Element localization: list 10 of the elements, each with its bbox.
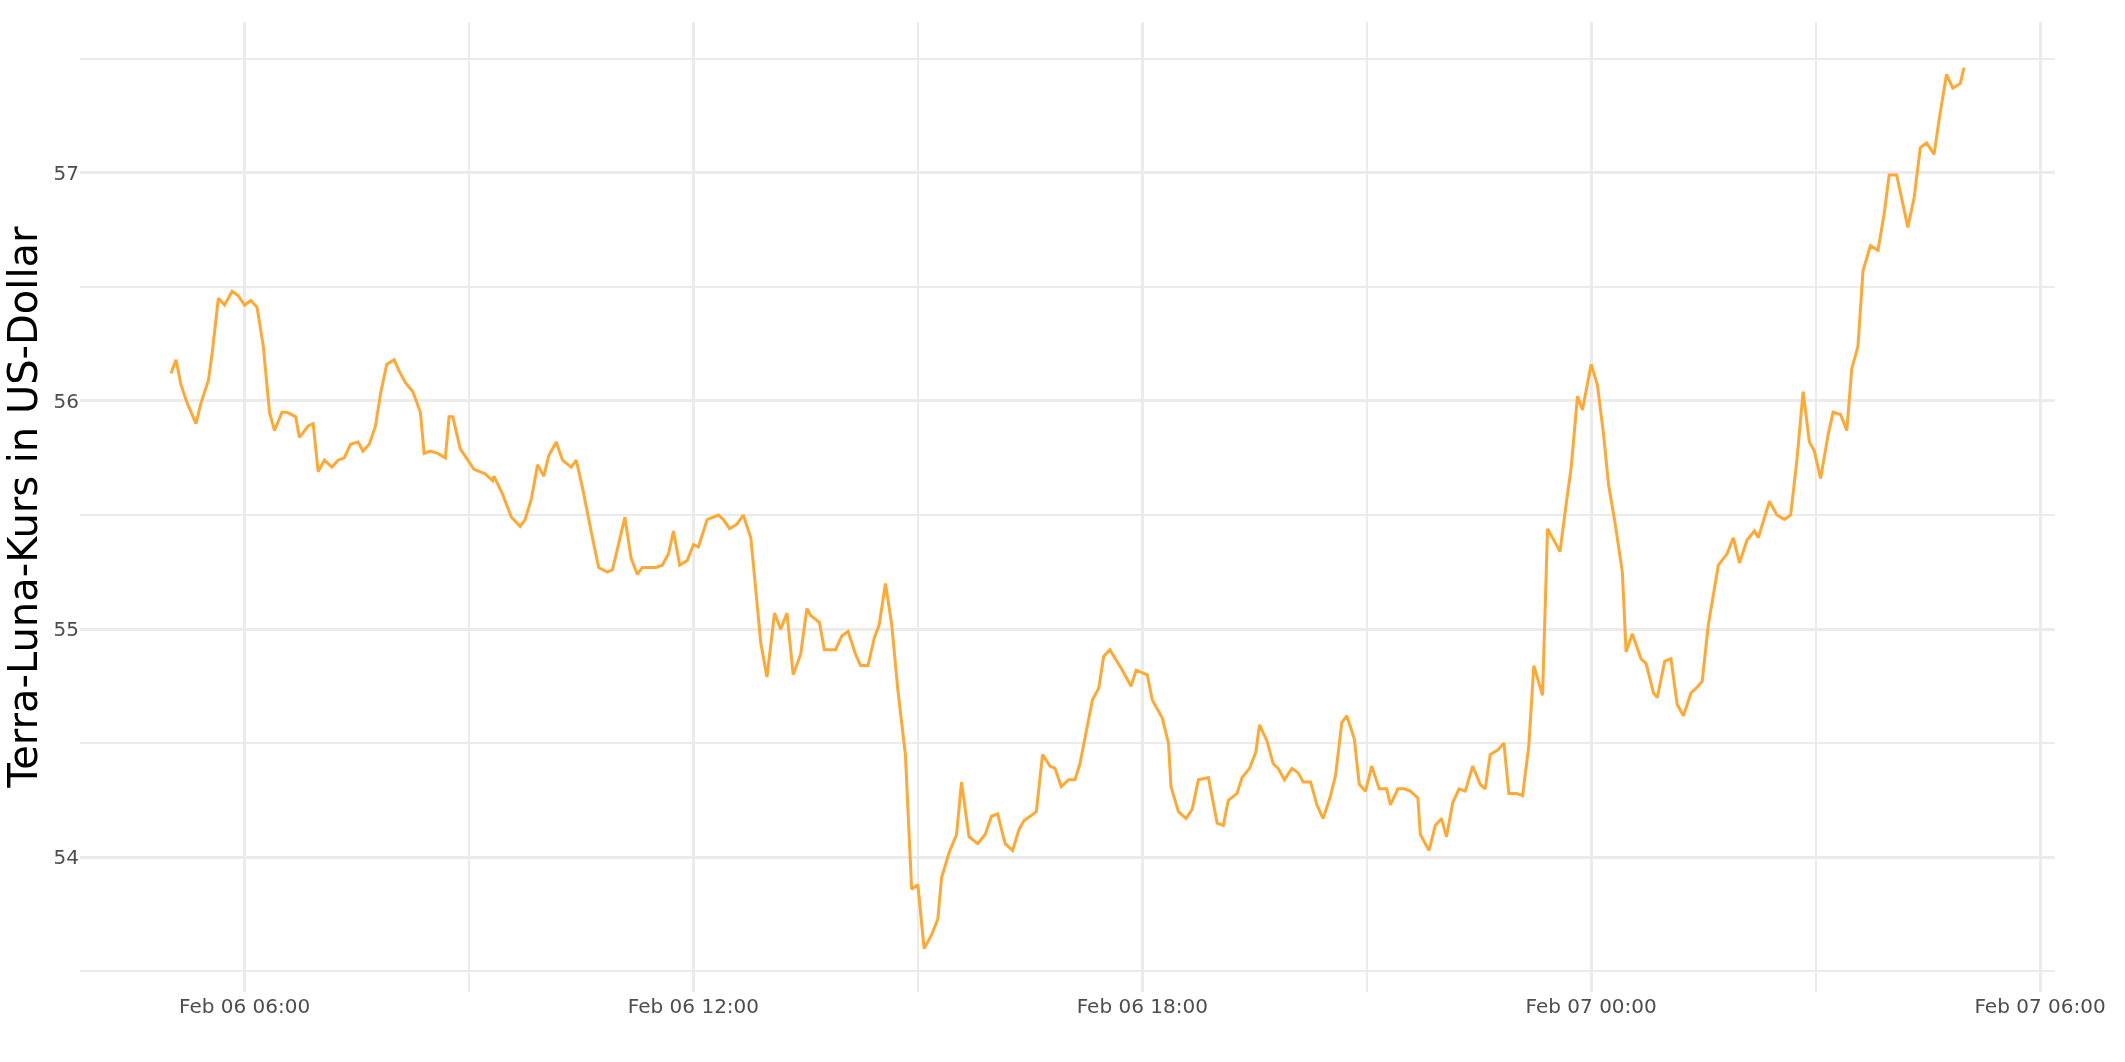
y-tick-label: 55 — [53, 617, 79, 642]
y-tick-label: 57 — [53, 160, 79, 185]
y-tick-label: 54 — [53, 845, 79, 870]
x-tick-label: Feb 06 18:00 — [1076, 994, 1208, 1018]
x-tick-label: Feb 07 00:00 — [1525, 994, 1657, 1018]
y-tick-label: 56 — [53, 388, 79, 413]
x-tick-label: Feb 07 06:00 — [1974, 994, 2106, 1018]
y-axis-title: Terra-Luna-Kurs in US-Dollar — [0, 225, 46, 789]
x-tick-label: Feb 06 06:00 — [178, 994, 311, 1018]
x-tick-label: Feb 06 12:00 — [627, 994, 760, 1018]
